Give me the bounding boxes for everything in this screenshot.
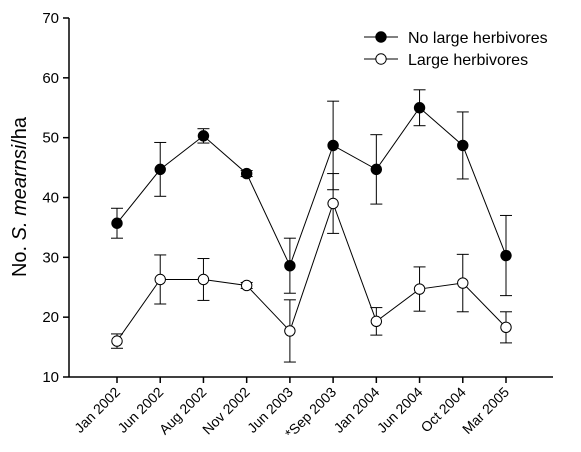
legend-label-large-herbivores: Large herbivores — [408, 52, 528, 69]
series-line-large-herbivores — [116, 201, 507, 342]
series-no-large-herbivores — [111, 89, 512, 297]
data-point — [240, 279, 253, 292]
y-axis-label-suffix: /ha — [9, 116, 31, 145]
data-point — [154, 163, 166, 176]
data-point — [500, 249, 512, 262]
data-point — [457, 277, 469, 289]
y-ticks: 10 20 30 40 50 60 70 — [42, 10, 69, 386]
y-tick-label: 20 — [42, 309, 59, 326]
series-layer — [111, 89, 512, 363]
x-tick-label: Mar 2005 — [459, 384, 512, 437]
data-point — [111, 335, 123, 347]
data-point — [327, 197, 339, 210]
x-tick-label: Nov 2002 — [199, 384, 253, 438]
legend-entry-no-large-herbivores: No large herbivores — [364, 30, 548, 47]
data-point — [240, 167, 253, 180]
data-point — [284, 260, 296, 272]
data-point — [111, 217, 123, 229]
data-point — [197, 273, 210, 286]
data-point — [370, 163, 383, 176]
data-point — [500, 321, 512, 334]
y-tick-label: 70 — [42, 10, 59, 27]
legend-entry-large-herbivores: Large herbivores — [364, 52, 528, 69]
x-tick-label: Jun 2004 — [374, 384, 426, 436]
legend: No large herbivores Large herbivores — [364, 30, 548, 69]
y-tick-label: 60 — [42, 70, 59, 87]
legend-marker-open-circle — [375, 53, 387, 65]
data-point — [457, 139, 469, 152]
y-axis-label: No. S. mearnsi/ha — [9, 116, 31, 277]
series-line-no-large-herbivores — [116, 107, 507, 268]
x-tick-label: Jan 2004 — [330, 384, 382, 436]
data-point — [413, 102, 426, 114]
y-tick-label: 10 — [42, 369, 59, 386]
data-point — [327, 139, 339, 152]
legend-marker-filled-circle — [375, 31, 387, 43]
series-large-herbivores — [111, 173, 512, 363]
data-point — [154, 273, 166, 286]
data-point — [370, 315, 383, 328]
y-axis-label-prefix: No. — [9, 240, 31, 277]
legend-label-no-large-herbivores: No large herbivores — [408, 30, 548, 47]
y-axis-label-species: S. mearnsi — [9, 144, 31, 240]
data-point — [197, 130, 210, 142]
data-point — [413, 283, 426, 295]
y-tick-label: 30 — [42, 249, 59, 266]
y-tick-label: 40 — [42, 190, 59, 207]
x-tick-label: Jan 2002 — [71, 384, 123, 436]
y-tick-label: 50 — [42, 130, 59, 147]
data-point — [284, 325, 296, 337]
